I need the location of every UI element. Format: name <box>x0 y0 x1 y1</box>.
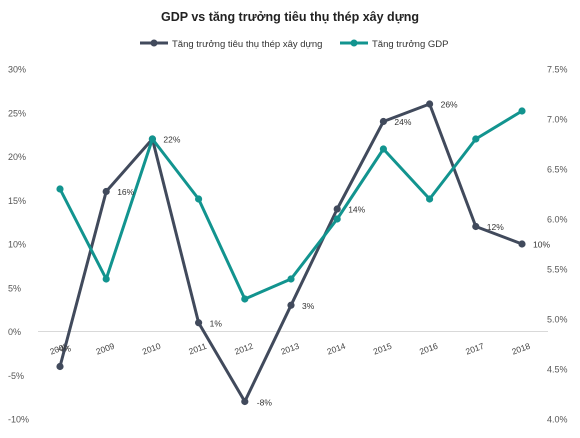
y-left-tick-label: 10% <box>8 240 26 250</box>
y-left-tick-label: 30% <box>8 65 26 75</box>
data-point-steel <box>426 100 434 108</box>
y-right-tick-label: 6.5% <box>547 165 568 175</box>
x-category-label: 2011 <box>187 341 208 357</box>
data-point-gdp <box>102 275 110 283</box>
legend-marker-steel <box>150 39 158 47</box>
y-left-tick-label: 20% <box>8 152 26 162</box>
data-label-steel: 10% <box>533 240 550 250</box>
data-point-gdp <box>241 295 249 303</box>
data-point-gdp <box>333 215 341 223</box>
y-right-tick-label: 6.0% <box>547 215 568 225</box>
data-point-steel <box>287 301 295 309</box>
legend-item-gdp: Tăng trưởng GDP <box>340 39 448 50</box>
y-left-tick-label: 25% <box>8 108 26 118</box>
data-label-steel: 22% <box>163 135 180 145</box>
data-point-gdp <box>195 195 203 203</box>
x-category-label: 2009 <box>95 341 116 357</box>
x-category-label: 2010 <box>141 341 162 357</box>
y-right-tick-label: 4.0% <box>547 415 568 425</box>
x-category-label: 2013 <box>279 341 300 357</box>
y-right-tick-label: 7.0% <box>547 115 568 125</box>
y-left-tick-label: -5% <box>8 371 24 381</box>
data-point-gdp <box>518 107 526 115</box>
y-right-tick-label: 5.5% <box>547 265 568 275</box>
data-label-steel: 24% <box>394 117 411 127</box>
data-point-gdp <box>426 195 434 203</box>
data-point-steel <box>241 397 249 406</box>
legend-label-steel: Tăng trưởng tiêu thụ thép xây dựng <box>172 39 322 50</box>
data-label-steel: -4% <box>56 344 72 354</box>
x-category-label: 2018 <box>510 341 531 357</box>
data-label-steel: 3% <box>302 301 315 311</box>
series-line-steel <box>58 102 524 403</box>
data-label-steel: 26% <box>441 100 458 110</box>
y-left-tick-label: -10% <box>8 415 29 425</box>
data-label-steel: 14% <box>348 205 365 215</box>
legend-marker-gdp <box>350 39 358 47</box>
data-point-steel <box>56 362 64 371</box>
y-left-tick-label: 0% <box>8 327 21 337</box>
y-right-tick-label: 7.5% <box>547 65 568 75</box>
legend-label-gdp: Tăng trưởng GDP <box>372 39 448 50</box>
data-point-gdp <box>56 185 64 193</box>
data-point-steel <box>333 205 341 213</box>
x-category-label: 2017 <box>464 341 485 357</box>
y-left-tick-label: 5% <box>8 283 21 293</box>
x-category-label: 2015 <box>372 341 393 357</box>
x-category-label: 2016 <box>418 341 439 357</box>
y-right-tick-label: 4.5% <box>547 365 568 375</box>
data-point-steel <box>518 240 526 248</box>
legend: Tăng trưởng tiêu thụ thép xây dựng Tăng … <box>140 39 448 50</box>
data-point-gdp <box>287 275 295 283</box>
data-point-steel <box>472 222 480 231</box>
data-label-steel: 16% <box>117 187 134 197</box>
series-line-gdp <box>58 109 524 301</box>
data-label-steel: -8% <box>257 398 273 408</box>
legend-item-steel: Tăng trưởng tiêu thụ thép xây dựng <box>140 39 322 50</box>
x-category-label: 2012 <box>233 341 254 357</box>
data-label-steel: 1% <box>210 318 223 328</box>
data-point-steel <box>102 187 110 196</box>
data-point-gdp <box>379 145 387 153</box>
y-right-tick-label: 5.0% <box>547 315 568 325</box>
chart-title: GDP vs tăng trưởng tiêu thụ thép xây dựn… <box>161 10 419 24</box>
data-point-steel <box>379 117 387 126</box>
plot-area: -10% -5% 0% 5% 10% 15% 20% 25% 30% 4.0% 4.5% 5.0% 5.… <box>8 65 568 425</box>
data-point-steel <box>195 319 203 327</box>
y-left-tick-label: 15% <box>8 196 26 206</box>
data-point-gdp <box>148 135 156 143</box>
data-point-gdp <box>472 135 480 143</box>
x-category-label: 2014 <box>326 341 347 357</box>
data-label-steel: 12% <box>487 222 504 232</box>
